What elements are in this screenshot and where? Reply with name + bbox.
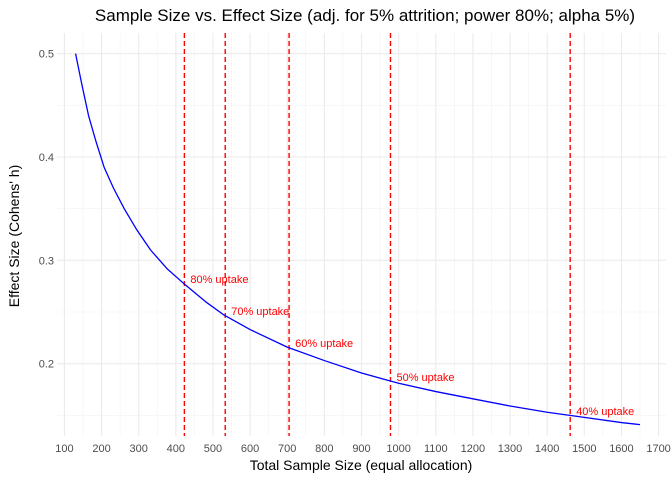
uptake-label: 70% uptake	[231, 306, 289, 318]
x-tick-label: 1100	[424, 443, 448, 455]
chart-title: Sample Size vs. Effect Size (adj. for 5%…	[95, 6, 635, 25]
x-tick-label: 100	[55, 443, 73, 455]
uptake-label: 80% uptake	[190, 274, 248, 286]
uptake-label: 40% uptake	[576, 406, 634, 418]
x-tick-label: 1700	[646, 443, 670, 455]
tick-labels: 100 200 300 400 500 600 700 800 900 1000 1100 1200 1…	[39, 49, 671, 455]
x-tick-label: 1500	[572, 443, 596, 455]
x-tick-label: 1300	[498, 443, 522, 455]
x-tick-label: 600	[241, 443, 259, 455]
annotation-labels: 80% uptake 70% uptake 60% uptake 50% uptake…	[190, 274, 634, 418]
y-tick-label: 0.4	[39, 152, 54, 164]
x-tick-label: 1400	[535, 443, 559, 455]
y-tick-label: 0.2	[39, 359, 54, 371]
uptake-label: 60% uptake	[295, 338, 353, 350]
uptake-label: 50% uptake	[396, 372, 454, 384]
x-tick-label: 400	[167, 443, 185, 455]
y-tick-label: 0.3	[39, 255, 54, 267]
x-tick-label: 900	[352, 443, 370, 455]
x-tick-label: 800	[315, 443, 333, 455]
y-axis-title: Effect Size (Cohens' h)	[6, 165, 22, 307]
x-tick-label: 1000	[386, 443, 410, 455]
annotation-lines	[183, 33, 571, 436]
x-axis-title: Total Sample Size (equal allocation)	[250, 457, 473, 473]
x-tick-label: 200	[92, 443, 110, 455]
x-tick-label: 700	[278, 443, 296, 455]
y-tick-label: 0.5	[39, 49, 54, 61]
x-tick-label: 500	[204, 443, 222, 455]
effect-size-curve	[74, 53, 641, 426]
x-tick-label: 1600	[609, 443, 633, 455]
series-layer	[74, 53, 641, 426]
x-tick-label: 300	[130, 443, 148, 455]
x-tick-label: 1200	[461, 443, 485, 455]
grid-layer	[57, 33, 666, 436]
